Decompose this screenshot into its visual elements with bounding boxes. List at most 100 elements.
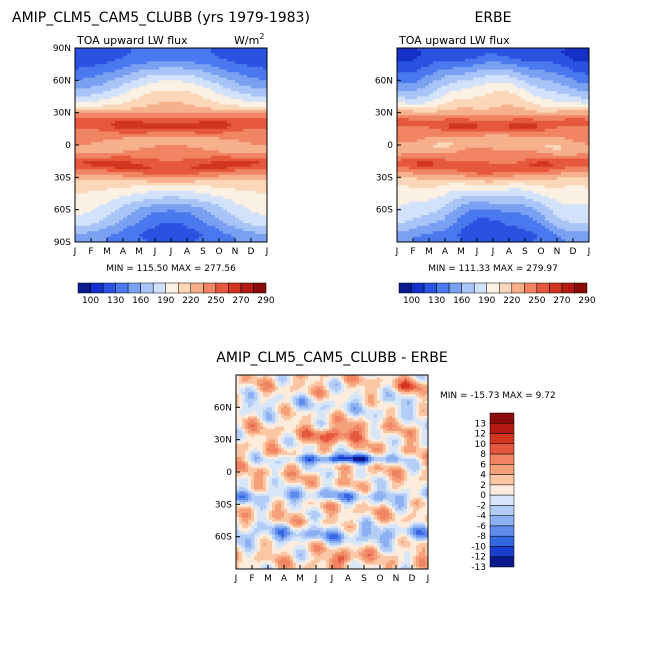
contour-cell — [211, 80, 216, 84]
contour-cell — [79, 204, 84, 208]
contour-cell — [211, 196, 216, 200]
contour-cell — [215, 215, 220, 219]
contour-cell — [461, 109, 466, 114]
contour-cell — [541, 118, 546, 122]
contour-cell — [131, 182, 136, 187]
contour-cell — [103, 158, 108, 162]
contour-cell — [211, 206, 216, 211]
contour-cell — [517, 74, 522, 79]
contour-cell — [223, 217, 228, 222]
contour-cell — [585, 112, 589, 116]
contour-cell — [163, 139, 168, 143]
contour-cell — [397, 126, 402, 130]
contour-cell — [461, 101, 466, 106]
x-tick-label: D — [248, 247, 255, 257]
contour-cell — [489, 69, 494, 73]
contour-cell — [187, 126, 192, 130]
contour-cell — [437, 101, 442, 106]
contour-cell — [409, 53, 414, 57]
contour-cell — [259, 220, 264, 224]
contour-cell — [119, 80, 124, 84]
contour-cell — [211, 142, 216, 146]
contour-cell — [549, 118, 554, 122]
contour-cell — [191, 212, 196, 216]
contour-cell — [131, 72, 136, 76]
contour-cell — [143, 50, 148, 54]
contour-cell — [525, 99, 530, 103]
contour-cell — [481, 115, 486, 119]
contour-cell — [239, 239, 244, 242]
contour-cell — [115, 223, 120, 227]
contour-cell — [521, 48, 526, 52]
contour-cell — [191, 171, 196, 176]
contour-cell — [163, 180, 168, 184]
contour-cell — [95, 61, 100, 65]
contour-cell — [437, 69, 442, 73]
contour-cell — [203, 177, 208, 181]
contour-cell — [513, 99, 518, 103]
contour-cell — [127, 150, 132, 154]
contour-cell — [119, 158, 124, 162]
contour-cell — [147, 120, 152, 125]
contour-cell — [215, 158, 220, 162]
contour-cell — [171, 112, 176, 116]
contour-cell — [115, 206, 120, 211]
contour-cell — [115, 88, 120, 92]
contour-cell — [219, 101, 224, 106]
contour-cell — [251, 231, 256, 235]
contour-cell — [107, 118, 112, 122]
contour-cell — [235, 99, 240, 103]
contour-cell — [231, 220, 236, 224]
contour-cell — [127, 177, 132, 181]
contour-cell — [147, 233, 152, 238]
contour-cell — [127, 220, 132, 224]
contour-cell — [83, 155, 88, 160]
contour-cell — [215, 85, 220, 90]
contour-cell — [215, 48, 220, 52]
contour-cell — [223, 88, 228, 92]
contour-cell — [509, 66, 514, 71]
contour-cell — [255, 209, 260, 213]
contour-cell — [147, 147, 152, 151]
panel-model-title: AMIP_CLM5_CAM5_CLUBB (yrs 1979-1983) — [12, 10, 310, 26]
contour-cell — [175, 198, 180, 203]
contour-cell — [155, 66, 160, 71]
contour-cell — [255, 115, 260, 119]
contour-cell — [127, 126, 132, 130]
contour-cell — [139, 228, 144, 232]
contour-cell — [139, 93, 144, 98]
contour-cell — [251, 204, 256, 208]
contour-cell — [565, 85, 570, 90]
contour-cell — [421, 85, 426, 90]
x-tick-label: A — [184, 247, 191, 257]
contour-cell — [183, 91, 188, 95]
contour-cell — [533, 115, 538, 119]
contour-cell — [465, 50, 470, 54]
contour-cell — [115, 193, 120, 197]
contour-cell — [251, 50, 256, 54]
contour-cell — [175, 139, 180, 143]
contour-cell — [259, 228, 264, 232]
contour-cell — [87, 83, 92, 87]
contour-cell — [397, 72, 402, 76]
contour-cell — [227, 223, 232, 227]
contour-cell — [489, 58, 494, 63]
contour-cell — [207, 153, 212, 157]
contour-cell — [429, 91, 434, 95]
contour-cell — [191, 180, 196, 184]
contour-cell — [223, 139, 228, 143]
contour-cell — [91, 171, 96, 176]
contour-cell — [211, 215, 216, 219]
contour-cell — [163, 56, 168, 60]
contour-cell — [485, 77, 490, 81]
contour-cell — [99, 145, 104, 149]
contour-cell — [231, 206, 236, 211]
contour-cell — [529, 77, 534, 81]
contour-cell — [497, 104, 502, 108]
contour-cell — [191, 204, 196, 208]
contour-cell — [263, 171, 267, 176]
contour-cell — [115, 134, 120, 138]
contour-cell — [577, 101, 582, 106]
contour-cell — [195, 220, 200, 224]
contour-cell — [83, 163, 88, 168]
